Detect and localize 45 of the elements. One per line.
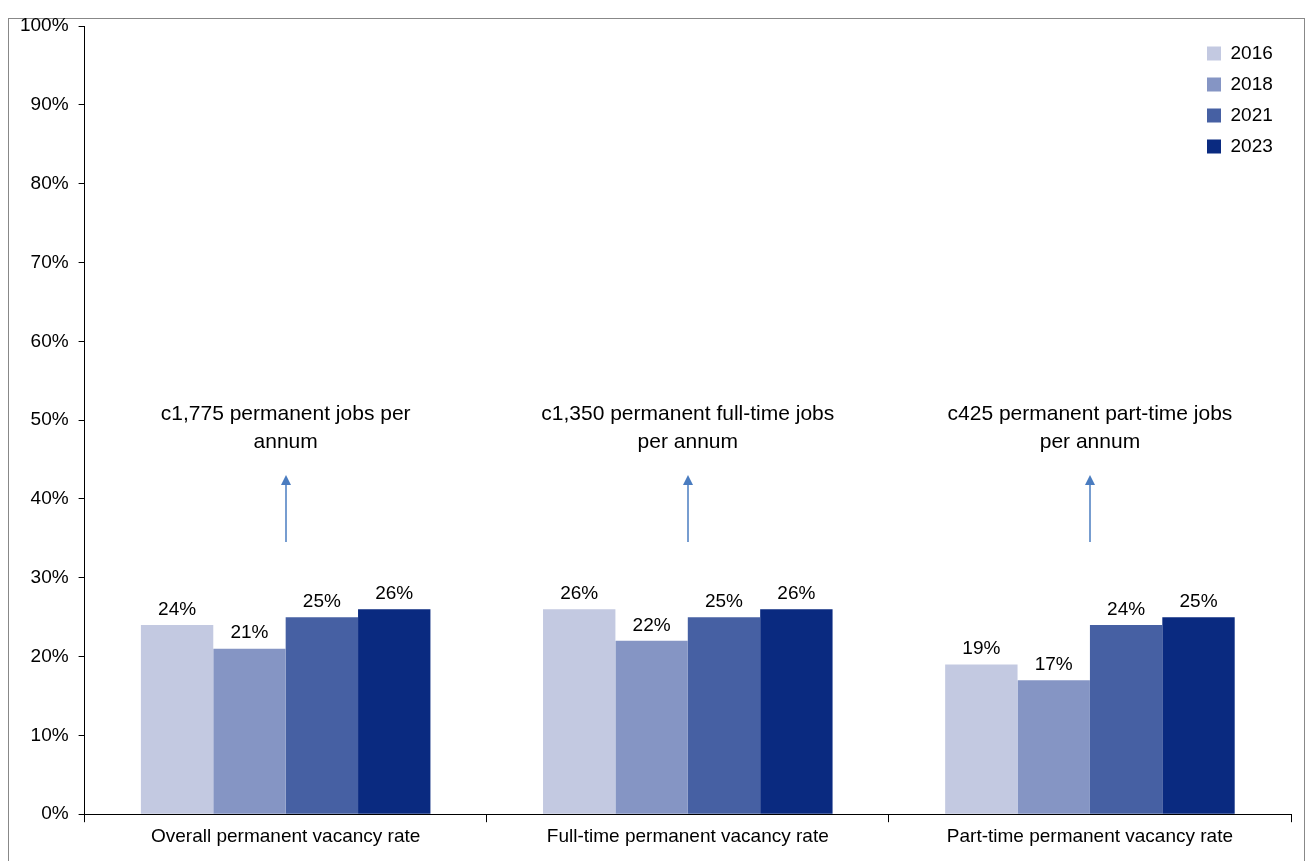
data-label: 17% [1034, 652, 1073, 674]
bar [285, 617, 359, 814]
annotation: c425 permanent part-time jobs per annum [947, 401, 1233, 453]
bar [140, 625, 214, 814]
data-label: 24% [1107, 597, 1146, 619]
y-tick-label: 40% [30, 487, 69, 509]
data-label: 21% [230, 621, 269, 643]
bar [358, 609, 431, 814]
y-tick-label: 30% [30, 565, 69, 587]
bar [213, 648, 286, 814]
x-tick-label: Part-time permanent vacancy rate [946, 824, 1234, 846]
legend-label: 2023 [1230, 134, 1273, 156]
y-tick-label: 0% [41, 802, 69, 824]
y-tick-label: 60% [30, 329, 69, 351]
y-tick-label: 90% [30, 93, 69, 115]
bar [1017, 680, 1090, 814]
x-tick-label: Full-time permanent vacancy rate [546, 824, 829, 846]
bar [945, 664, 1018, 814]
data-label: 25% [704, 589, 744, 611]
bar [687, 617, 761, 814]
data-label: 26% [375, 582, 414, 603]
legend-label: 2021 [1230, 103, 1273, 125]
data-label: 22% [632, 613, 671, 635]
bar [1162, 617, 1235, 814]
y-tick-label: 20% [30, 644, 69, 666]
y-tick-label: 10% [30, 723, 69, 745]
data-label: 19% [962, 637, 1001, 659]
legend-label: 2018 [1230, 72, 1273, 94]
annotation: c1,350 permanent full-time jobs per annum [541, 401, 835, 453]
y-tick-label: 70% [30, 250, 69, 272]
bar [615, 640, 688, 814]
x-tick-label: Overall permanent vacancy rate [151, 824, 421, 846]
data-label: 25% [1179, 589, 1218, 611]
legend-label: 2016 [1230, 41, 1273, 63]
data-label: 26% [560, 582, 599, 603]
y-tick-label: 50% [30, 408, 69, 430]
bar [543, 609, 616, 814]
bar [1089, 625, 1163, 814]
y-tick-label: 80% [30, 171, 69, 193]
data-label: 24% [158, 597, 197, 619]
data-label: 25% [302, 589, 341, 611]
bar [760, 609, 833, 814]
y-tick-label: 100% [19, 14, 69, 36]
data-label: 26% [777, 582, 816, 603]
annotation: c1,775 permanent jobs per annum [160, 401, 411, 453]
